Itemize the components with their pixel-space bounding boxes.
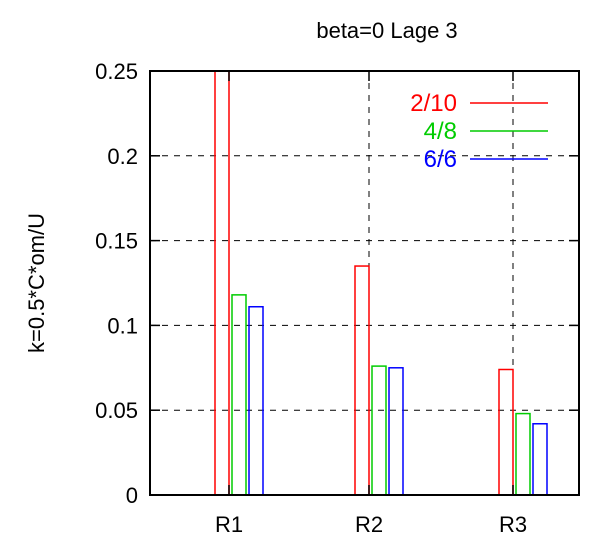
legend-label: 2/10 xyxy=(410,90,457,117)
chart-title: beta=0 Lage 3 xyxy=(316,18,457,43)
y-tick-label: 0.2 xyxy=(107,144,138,169)
x-tick-label: R1 xyxy=(215,512,243,537)
legend: 2/104/86/6 xyxy=(410,90,548,173)
bar-4-8-R3 xyxy=(515,412,531,496)
y-tick-label: 0.05 xyxy=(95,398,138,423)
bar-2-10-R2 xyxy=(354,265,370,496)
legend-label: 4/8 xyxy=(424,118,457,145)
bar-2-10-R3 xyxy=(498,368,514,496)
x-tick-label: R2 xyxy=(355,512,383,537)
bars xyxy=(214,70,548,496)
x-ticks: R1 R2 R3 xyxy=(215,71,527,537)
bar-6-6-R1 xyxy=(248,305,264,496)
bar-4-8-R2 xyxy=(371,365,387,496)
y-tick-label: 0 xyxy=(126,483,138,508)
bar-6-6-R2 xyxy=(388,367,404,496)
bar-6-6-R3 xyxy=(532,423,548,496)
y-tick-label: 0.15 xyxy=(95,229,138,254)
y-axis-label: k=0.5*C*om/U xyxy=(24,213,49,353)
plot-frame xyxy=(149,70,580,496)
y-tick-label: 0.25 xyxy=(95,59,138,84)
bar-2-10-R1 xyxy=(214,70,230,496)
x-tick-label: R3 xyxy=(499,512,527,537)
y-tick-label: 0.1 xyxy=(107,313,138,338)
bar-4-8-R1 xyxy=(231,294,247,496)
y-ticks: 0 0.05 0.1 0.15 0.2 0.25 xyxy=(95,59,579,508)
legend-label: 6/6 xyxy=(424,146,457,173)
